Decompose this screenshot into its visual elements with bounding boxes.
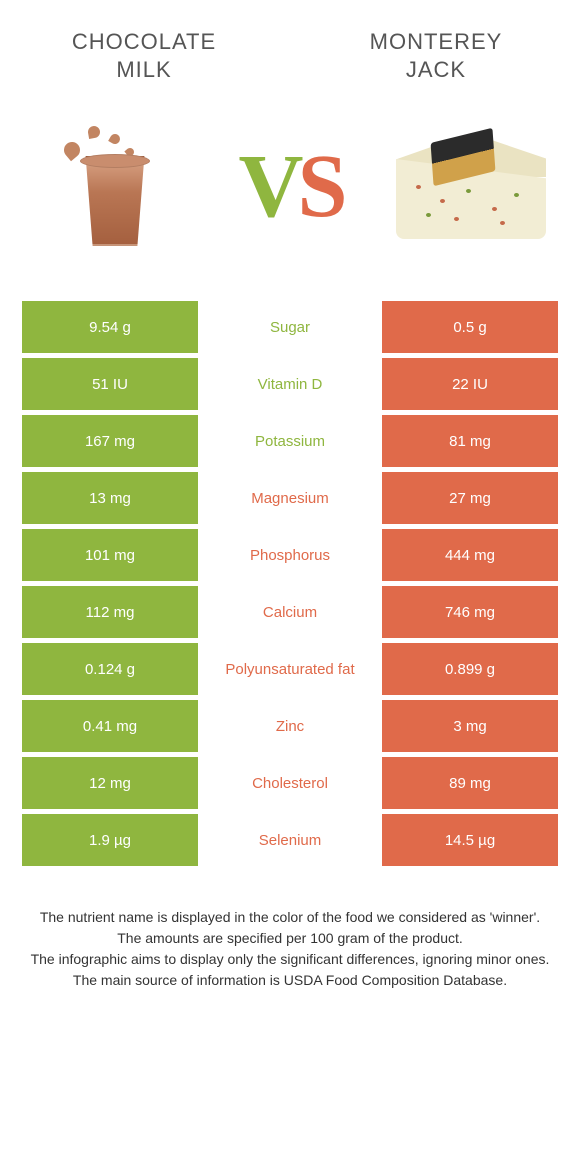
left-value: 0.124 g <box>22 643 198 695</box>
left-value: 0.41 mg <box>22 700 198 752</box>
table-row: 0.41 mgZinc3 mg <box>22 700 558 752</box>
right-value: 444 mg <box>382 529 558 581</box>
right-value: 746 mg <box>382 586 558 638</box>
footer-line: The infographic aims to display only the… <box>30 949 550 970</box>
footer-line: The main source of information is USDA F… <box>30 970 550 991</box>
header: CHOCOLATEMILK MONTEREYJACK <box>0 0 580 83</box>
right-value: 14.5 µg <box>382 814 558 866</box>
nutrient-label: Potassium <box>198 415 382 467</box>
left-food-title: CHOCOLATEMILK <box>54 28 234 83</box>
nutrient-label: Selenium <box>198 814 382 866</box>
nutrient-label: Polyunsaturated fat <box>198 643 382 695</box>
footer-notes: The nutrient name is displayed in the co… <box>0 871 580 991</box>
right-value: 0.5 g <box>382 301 558 353</box>
table-row: 13 mgMagnesium27 mg <box>22 472 558 524</box>
right-value: 81 mg <box>382 415 558 467</box>
left-value: 1.9 µg <box>22 814 198 866</box>
left-value: 112 mg <box>22 586 198 638</box>
left-value: 101 mg <box>22 529 198 581</box>
table-row: 167 mgPotassium81 mg <box>22 415 558 467</box>
nutrient-label: Phosphorus <box>198 529 382 581</box>
right-value: 27 mg <box>382 472 558 524</box>
table-row: 9.54 gSugar0.5 g <box>22 301 558 353</box>
left-value: 13 mg <box>22 472 198 524</box>
table-row: 12 mgCholesterol89 mg <box>22 757 558 809</box>
table-row: 112 mgCalcium746 mg <box>22 586 558 638</box>
footer-line: The nutrient name is displayed in the co… <box>30 907 550 928</box>
nutrient-label: Cholesterol <box>198 757 382 809</box>
table-row: 0.124 gPolyunsaturated fat0.899 g <box>22 643 558 695</box>
nutrient-label: Calcium <box>198 586 382 638</box>
table-row: 1.9 µgSelenium14.5 µg <box>22 814 558 866</box>
vs-s: S <box>297 137 341 236</box>
nutrient-label: Zinc <box>198 700 382 752</box>
right-value: 0.899 g <box>382 643 558 695</box>
footer-line: The amounts are specified per 100 gram o… <box>30 928 550 949</box>
right-value: 3 mg <box>382 700 558 752</box>
left-value: 167 mg <box>22 415 198 467</box>
right-food-title: MONTEREYJACK <box>346 28 526 83</box>
vs-v: V <box>238 137 297 236</box>
hero-row: VS <box>0 83 580 301</box>
nutrient-label: Vitamin D <box>198 358 382 410</box>
left-value: 12 mg <box>22 757 198 809</box>
left-value: 51 IU <box>22 358 198 410</box>
nutrient-label: Magnesium <box>198 472 382 524</box>
nutrient-label: Sugar <box>198 301 382 353</box>
nutrient-table: 9.54 gSugar0.5 g51 IUVitamin D22 IU167 m… <box>0 301 580 866</box>
table-row: 101 mgPhosphorus444 mg <box>22 529 558 581</box>
right-value: 89 mg <box>382 757 558 809</box>
right-value: 22 IU <box>382 358 558 410</box>
right-food-image <box>380 101 550 271</box>
left-food-image <box>30 101 200 271</box>
table-row: 51 IUVitamin D22 IU <box>22 358 558 410</box>
vs-label: VS <box>238 135 341 238</box>
left-value: 9.54 g <box>22 301 198 353</box>
